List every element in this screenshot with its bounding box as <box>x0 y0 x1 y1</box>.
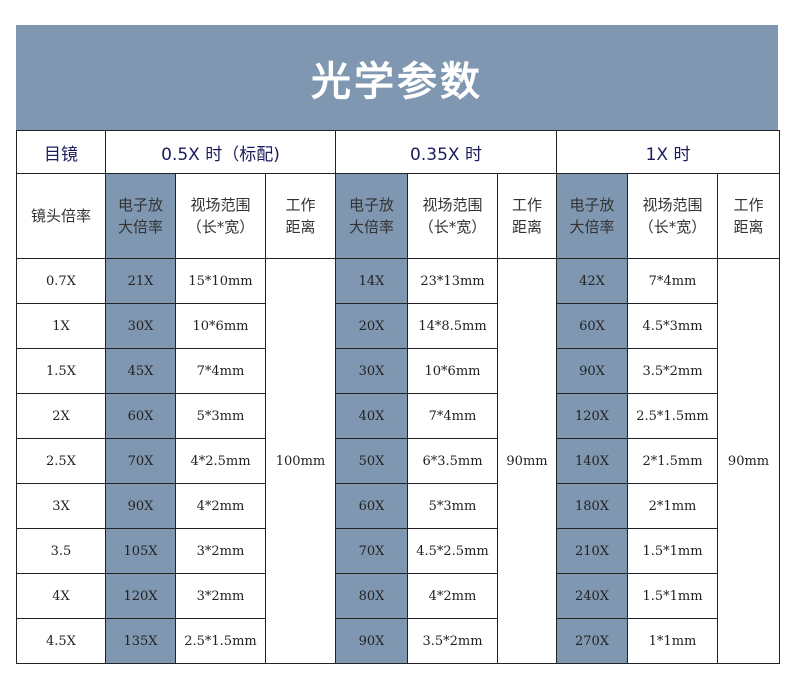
fov-header: 视场范围 （长*宽） <box>407 173 498 259</box>
group-header: 0.5X 时（标配) <box>105 130 336 174</box>
fov-cell: 15*10mm <box>175 258 266 304</box>
table-row: 2.5X 70X 4*2.5mm 50X 6*3.5mm 140X 2*1.5mm <box>16 438 780 484</box>
electronic-mag-header: 电子放 大倍率 <box>556 173 629 259</box>
lens-mag-cell: 4X <box>16 573 106 619</box>
lens-mag-cell: 1X <box>16 303 106 349</box>
electronic-mag-cell: 60X <box>105 393 176 439</box>
group-header: 1X 时 <box>556 130 781 174</box>
electronic-mag-cell: 14X <box>335 258 408 304</box>
electronic-mag-cell: 80X <box>335 573 408 619</box>
electronic-mag-cell: 270X <box>556 618 629 664</box>
fov-cell: 6*3.5mm <box>407 438 498 484</box>
fov-cell: 10*6mm <box>407 348 498 394</box>
subheader-row: 镜头倍率 电子放 大倍率 视场范围 （长*宽） 工作 距离 电子放 大倍率 视场范围 （长*宽） 工作… <box>16 173 781 259</box>
fov-cell: 2*1.5mm <box>627 438 719 484</box>
fov-cell: 5*3mm <box>175 393 266 439</box>
fov-cell: 7*4mm <box>407 393 498 439</box>
electronic-mag-cell: 45X <box>105 348 176 394</box>
electronic-mag-cell: 30X <box>335 348 408 394</box>
work-distance-header: 工作 距离 <box>717 173 781 259</box>
work-distance-cell: 100mm <box>265 258 336 664</box>
fov-cell: 2*1mm <box>627 483 719 529</box>
work-distance-cell: 90mm <box>496 258 558 664</box>
electronic-mag-cell: 70X <box>105 438 176 484</box>
fov-cell: 14*8.5mm <box>407 303 498 349</box>
electronic-mag-cell: 21X <box>105 258 176 304</box>
electronic-mag-cell: 70X <box>335 528 408 574</box>
title-bar: 光学参数 <box>16 25 778 130</box>
electronic-mag-cell: 42X <box>556 258 629 304</box>
lens-mag-cell: 3.5 <box>16 528 106 574</box>
fov-cell: 5*3mm <box>407 483 498 529</box>
fov-cell: 23*13mm <box>407 258 498 304</box>
table-row: 1.5X 45X 7*4mm 30X 10*6mm 90X 3.5*2mm <box>16 348 780 394</box>
page-title: 光学参数 <box>311 58 483 105</box>
header-row: 目镜 0.5X 时（标配) 0.35X 时 1X 时 <box>16 130 781 174</box>
lens-mag-cell: 2X <box>16 393 106 439</box>
electronic-mag-cell: 140X <box>556 438 629 484</box>
table-row: 2X 60X 5*3mm 40X 7*4mm 120X 2.5*1.5mm <box>16 393 780 439</box>
lens-mag-cell: 4.5X <box>16 618 106 664</box>
electronic-mag-cell: 180X <box>556 483 629 529</box>
electronic-mag-cell: 20X <box>335 303 408 349</box>
optical-params-table: 目镜 0.5X 时（标配) 0.35X 时 1X 时镜头倍率 电子放 大倍率 视场范围 （长*… <box>16 130 781 664</box>
electronic-mag-cell: 105X <box>105 528 176 574</box>
electronic-mag-cell: 60X <box>556 303 629 349</box>
fov-cell: 2.5*1.5mm <box>175 618 266 664</box>
fov-cell: 3*2mm <box>175 528 266 574</box>
electronic-mag-cell: 90X <box>556 348 629 394</box>
lens-mag-cell: 0.7X <box>16 258 106 304</box>
fov-cell: 10*6mm <box>175 303 266 349</box>
fov-cell: 3*2mm <box>175 573 266 619</box>
fov-header: 视场范围 （长*宽） <box>175 173 266 259</box>
lens-mag-cell: 1.5X <box>16 348 106 394</box>
fov-cell: 3.5*2mm <box>407 618 498 664</box>
fov-cell: 1.5*1mm <box>627 528 719 574</box>
group-header: 0.35X 时 <box>334 130 558 174</box>
electronic-mag-cell: 120X <box>556 393 629 439</box>
electronic-mag-cell: 240X <box>556 573 629 619</box>
electronic-mag-cell: 40X <box>335 393 408 439</box>
fov-cell: 4.5*2.5mm <box>407 528 498 574</box>
electronic-mag-cell: 30X <box>105 303 176 349</box>
table-row: 3.5 105X 3*2mm 70X 4.5*2.5mm 210X 1.5*1mm <box>16 528 780 574</box>
electronic-mag-cell: 90X <box>335 618 408 664</box>
fov-cell: 4.5*3mm <box>627 303 719 349</box>
electronic-mag-cell: 90X <box>105 483 176 529</box>
fov-cell: 7*4mm <box>175 348 266 394</box>
electronic-mag-cell: 135X <box>105 618 176 664</box>
fov-cell: 7*4mm <box>627 258 719 304</box>
work-distance-cell: 90mm <box>717 258 781 664</box>
work-distance-header: 工作 距离 <box>265 173 336 259</box>
electronic-mag-cell: 60X <box>335 483 408 529</box>
fov-cell: 4*2.5mm <box>175 438 266 484</box>
electronic-mag-cell: 120X <box>105 573 176 619</box>
fov-cell: 3.5*2mm <box>627 348 719 394</box>
fov-cell: 2.5*1.5mm <box>627 393 719 439</box>
table-row: 3X 90X 4*2mm 60X 5*3mm 180X 2*1mm <box>16 483 780 529</box>
fov-cell: 4*2mm <box>407 573 498 619</box>
electronic-mag-header: 电子放 大倍率 <box>335 173 408 259</box>
fov-cell: 1.5*1mm <box>627 573 719 619</box>
lens-mag-header: 镜头倍率 <box>16 173 106 259</box>
electronic-mag-cell: 210X <box>556 528 629 574</box>
electronic-mag-header: 电子放 大倍率 <box>105 173 176 259</box>
fov-header: 视场范围 （长*宽） <box>627 173 719 259</box>
fov-cell: 1*1mm <box>627 618 719 664</box>
table-row: 4.5X 135X 2.5*1.5mm 90X 3.5*2mm 270X 1*1mm <box>16 618 780 664</box>
fov-cell: 4*2mm <box>175 483 266 529</box>
table-row: 0.7X 21X 15*10mm 100mm 14X 23*13mm 90mm 42X 7*4m… <box>16 258 781 664</box>
work-distance-header: 工作 距离 <box>496 173 558 259</box>
table-row: 4X 120X 3*2mm 80X 4*2mm 240X 1.5*1mm <box>16 573 780 619</box>
electronic-mag-cell: 50X <box>335 438 408 484</box>
lens-mag-cell: 2.5X <box>16 438 106 484</box>
lens-mag-cell: 3X <box>16 483 106 529</box>
eyepiece-header: 目镜 <box>16 130 106 174</box>
table-row: 1X 30X 10*6mm 20X 14*8.5mm 60X 4.5*3mm <box>16 303 780 349</box>
